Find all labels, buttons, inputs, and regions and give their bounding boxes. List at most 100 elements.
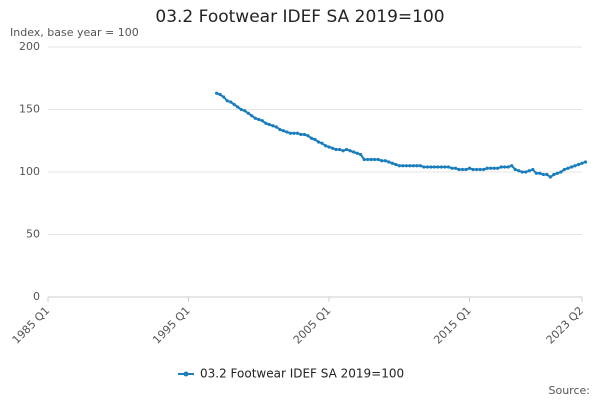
point xyxy=(274,125,278,129)
point xyxy=(271,124,275,128)
point xyxy=(264,121,268,125)
point xyxy=(295,131,300,135)
x-tick-label: 2023 Q2 xyxy=(544,304,587,347)
chart-title: 03.2 Footwear IDEF SA 2019=100 xyxy=(155,7,444,27)
point xyxy=(475,167,479,172)
point xyxy=(257,117,261,122)
point xyxy=(569,165,574,169)
point xyxy=(380,159,384,163)
point xyxy=(218,92,222,97)
point xyxy=(362,157,366,162)
x-tick-label: 2005 Q1 xyxy=(291,304,334,347)
point xyxy=(285,130,289,134)
point xyxy=(306,134,310,138)
point xyxy=(506,165,510,169)
point xyxy=(503,165,507,169)
point xyxy=(531,167,535,172)
point xyxy=(366,157,370,162)
point xyxy=(320,141,324,145)
point xyxy=(552,172,556,177)
point xyxy=(457,167,461,172)
point xyxy=(359,152,363,157)
point xyxy=(517,169,521,173)
legend-marker xyxy=(183,371,189,377)
point xyxy=(478,167,482,172)
point xyxy=(299,132,303,137)
point xyxy=(330,146,335,150)
point xyxy=(323,144,328,148)
point xyxy=(302,132,307,137)
point xyxy=(492,166,496,170)
point xyxy=(337,147,342,152)
point xyxy=(239,107,243,112)
point xyxy=(453,166,458,170)
point xyxy=(496,166,500,170)
point xyxy=(562,167,567,172)
point xyxy=(229,100,233,104)
series-line xyxy=(216,92,586,179)
point xyxy=(309,136,314,140)
point xyxy=(236,105,240,109)
point xyxy=(355,151,359,155)
point xyxy=(348,149,352,153)
point xyxy=(404,164,408,168)
point xyxy=(471,167,475,172)
point xyxy=(573,164,577,168)
y-axis-label: Index, base year = 100 xyxy=(10,26,139,39)
point xyxy=(408,164,412,168)
point xyxy=(450,166,454,170)
point xyxy=(513,167,517,172)
point xyxy=(376,157,380,162)
y-tick-label: 150 xyxy=(19,103,40,116)
point xyxy=(397,164,401,168)
point xyxy=(387,160,391,164)
point xyxy=(334,147,338,152)
point xyxy=(390,161,394,165)
point xyxy=(418,164,422,168)
point xyxy=(246,111,250,115)
point xyxy=(559,170,563,174)
point xyxy=(422,165,426,169)
point xyxy=(583,160,588,164)
point xyxy=(288,131,293,135)
point xyxy=(545,172,549,177)
point xyxy=(489,166,493,170)
point xyxy=(520,170,524,174)
point xyxy=(383,159,387,163)
point xyxy=(432,165,437,169)
point xyxy=(541,172,545,177)
point xyxy=(460,167,465,172)
point xyxy=(499,165,503,169)
point xyxy=(341,149,345,153)
point xyxy=(524,170,528,174)
point xyxy=(225,99,229,103)
point xyxy=(538,171,542,175)
point xyxy=(439,165,444,169)
point xyxy=(316,140,321,144)
point xyxy=(232,102,236,107)
point xyxy=(278,127,282,132)
legend-label: 03.2 Footwear IDEF SA 2019=100 xyxy=(200,367,404,381)
point xyxy=(401,164,405,168)
y-tick-label: 50 xyxy=(26,228,40,241)
point xyxy=(415,164,419,168)
x-tick-label: 1995 Q1 xyxy=(150,304,193,347)
point xyxy=(260,119,264,123)
point xyxy=(576,162,581,167)
point xyxy=(352,150,356,154)
point xyxy=(394,162,398,167)
y-tick-label: 100 xyxy=(19,165,40,178)
point xyxy=(345,147,349,152)
point xyxy=(313,137,317,142)
point xyxy=(464,167,468,172)
point xyxy=(281,129,285,133)
y-tick-label: 0 xyxy=(33,290,40,303)
point xyxy=(292,131,296,135)
point xyxy=(446,165,451,169)
point xyxy=(510,164,514,168)
point xyxy=(436,165,440,169)
point xyxy=(566,166,570,170)
point xyxy=(482,167,486,172)
point xyxy=(327,145,331,149)
